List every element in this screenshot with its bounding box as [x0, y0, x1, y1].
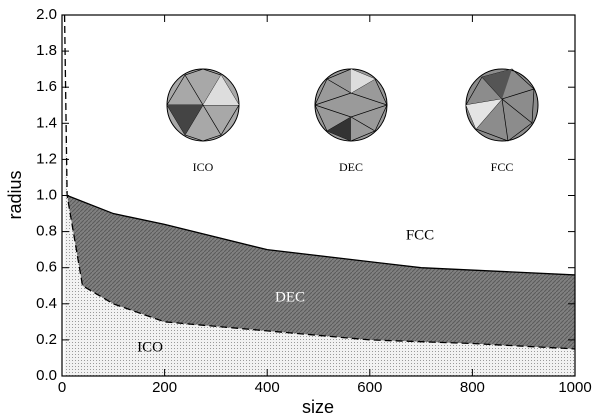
y-tick-label: 1.8	[36, 42, 57, 59]
y-tick-label: 1.0	[36, 186, 57, 203]
y-tick-label: 1.4	[36, 114, 57, 131]
x-axis-label: size	[302, 397, 334, 417]
region-label: DEC	[275, 289, 305, 305]
ico-cluster	[167, 69, 239, 141]
dec-cluster	[315, 69, 387, 141]
image-label: FCC	[491, 160, 514, 174]
y-tick-label: 1.2	[36, 150, 57, 167]
x-tick-label: 400	[255, 379, 280, 396]
y-tick-label: 1.6	[36, 78, 57, 95]
x-tick-label: 200	[152, 379, 177, 396]
image-label: ICO	[193, 160, 214, 174]
y-tick-label: 0.0	[36, 367, 57, 384]
x-tick-label: 800	[460, 379, 485, 396]
region-label: ICO	[137, 339, 163, 355]
y-tick-label: 0.6	[36, 259, 57, 276]
fcc-cluster	[466, 69, 538, 141]
region-label: FCC	[406, 227, 434, 243]
x-tick-label: 0	[58, 379, 66, 396]
cluster-images	[167, 69, 538, 141]
chart: size radius 0 200 400 600 800 1000 0.0 0.2 0.4 0.…	[0, 0, 597, 418]
x-tick-label: 1000	[558, 379, 591, 396]
y-tick-label: 0.8	[36, 223, 57, 240]
y-tick-label: 2.0	[36, 6, 57, 23]
image-label: DEC	[339, 160, 363, 174]
x-tick-label: 600	[357, 379, 382, 396]
y-tick-label: 0.4	[36, 295, 57, 312]
y-axis-label: radius	[5, 170, 25, 219]
y-tick-label: 0.2	[36, 331, 57, 348]
